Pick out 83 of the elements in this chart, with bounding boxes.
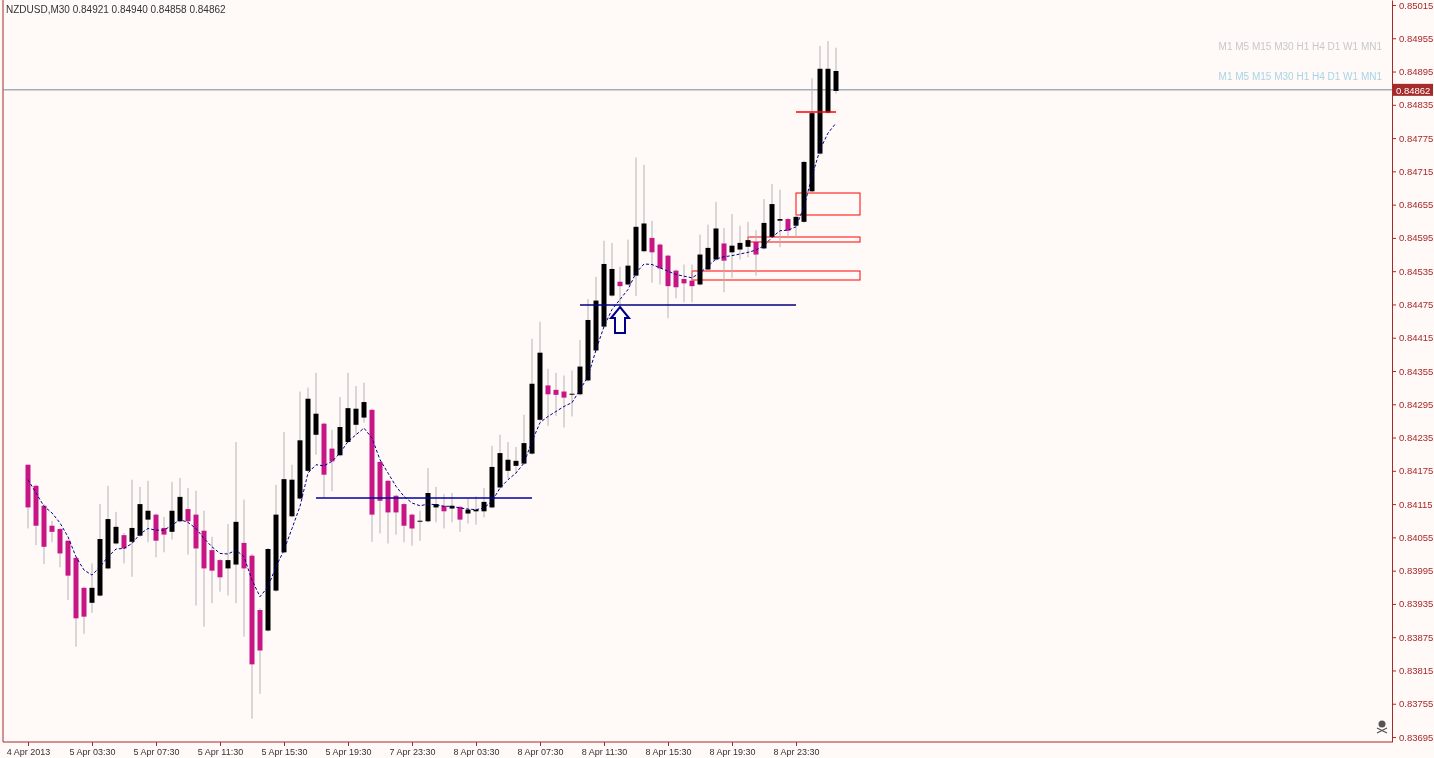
candlestick [401, 502, 407, 543]
candlestick [121, 532, 127, 564]
x-tick-label: 8 Apr 11:30 [581, 747, 628, 758]
candlestick [129, 479, 135, 578]
y-tick-label: 0.84715 [1399, 165, 1434, 177]
candlestick [217, 558, 223, 593]
candlestick [361, 382, 367, 424]
candlestick [313, 372, 319, 456]
candlestick [409, 513, 415, 547]
y-tick-label: 0.84775 [1399, 132, 1434, 144]
x-tick-label: 5 Apr 07:30 [133, 747, 180, 758]
candlestick [625, 239, 631, 287]
candlestick [649, 220, 655, 284]
x-tick-label: 5 Apr 19:30 [325, 747, 372, 758]
candlestick [553, 372, 559, 417]
candlestick [833, 47, 839, 95]
candlestick [521, 414, 527, 466]
y-tick-label: 0.84055 [1399, 531, 1434, 543]
x-tick-label: 5 Apr 03:30 [69, 747, 116, 758]
candlestick [353, 385, 359, 436]
candlestick [753, 229, 759, 277]
candlestick [569, 369, 575, 417]
line-series [27, 122, 837, 598]
x-tick-label: 8 Apr 03:30 [453, 747, 500, 758]
y-tick-label: 0.84175 [1399, 465, 1434, 477]
candlestick [505, 441, 511, 480]
candlestick [721, 227, 727, 293]
candlestick [561, 374, 567, 429]
candlestick [681, 264, 687, 303]
candlestick [89, 562, 95, 614]
x-tick-label: 7 Apr 23:30 [389, 747, 436, 758]
y-tick-label: 0.84895 [1399, 66, 1434, 78]
y-tick-label: 0.83935 [1399, 598, 1434, 610]
candlestick [657, 242, 663, 285]
y-tick-label: 0.83875 [1399, 631, 1434, 643]
y-tick-label: 0.84415 [1399, 332, 1434, 344]
candlestick [417, 510, 423, 542]
y-tick-label: 0.84115 [1399, 498, 1433, 510]
chart-title: NZDUSD,M30 0.84921 0.84940 0.84858 0.84862 [6, 4, 227, 15]
x-tick-label: 8 Apr 07:30 [517, 747, 564, 758]
candlestick [617, 266, 623, 305]
x-tick-label: 8 Apr 15:30 [645, 747, 692, 758]
candlestick [745, 221, 751, 258]
y-tick-label: 0.84955 [1399, 32, 1434, 44]
candlestick [113, 511, 119, 546]
candlestick [737, 225, 743, 261]
y-tick-label: 0.84535 [1399, 265, 1434, 277]
x-tick-label: 4 Apr 2013 [6, 747, 51, 758]
candlestick [457, 505, 463, 533]
y-tick-label: 0.84475 [1399, 298, 1434, 310]
candlestick [49, 520, 55, 543]
x-tick-label: 5 Apr 11:30 [197, 747, 244, 758]
y-tick-label: 0.84355 [1399, 365, 1434, 377]
candlestick [185, 487, 191, 556]
y-tick-label: 0.83995 [1399, 565, 1434, 577]
candlestick [209, 536, 215, 604]
candlestick [169, 481, 175, 541]
x-tick-label: 8 Apr 23:30 [773, 747, 820, 758]
y-tick-label: 0.84235 [1399, 432, 1434, 444]
y-tick-label: 0.83755 [1399, 698, 1434, 710]
candlestick [145, 480, 151, 543]
text: M1 M5 M15 M30 H1 H4 D1 W1 MN1 [1218, 71, 1383, 82]
candlestick [673, 269, 679, 299]
y-tick-label: 0.84835 [1399, 99, 1434, 111]
candlestick [545, 368, 551, 427]
x-tick-label: 8 Apr 19:30 [709, 747, 756, 758]
y-tick-label: 0.83815 [1399, 665, 1434, 676]
candlestick [705, 224, 711, 272]
y-tick-label: 0.84295 [1399, 398, 1434, 410]
candlestick [513, 446, 519, 475]
candlestick [777, 189, 783, 248]
y-tick-label: 0.85015 [1399, 0, 1434, 11]
candlestick [465, 498, 471, 524]
x-tick-label: 5 Apr 15:30 [261, 747, 308, 758]
y-tick-label: 0.83695 [1399, 731, 1434, 743]
ref-line-label: 0.84862 [1396, 84, 1431, 96]
y-tick-label: 0.84595 [1399, 232, 1434, 244]
candlestick [729, 213, 735, 279]
candlestick [161, 516, 167, 553]
y-tick-label: 0.84655 [1399, 199, 1434, 211]
candlestick [785, 217, 791, 239]
candlestick [225, 523, 231, 597]
candlestick [793, 213, 799, 238]
